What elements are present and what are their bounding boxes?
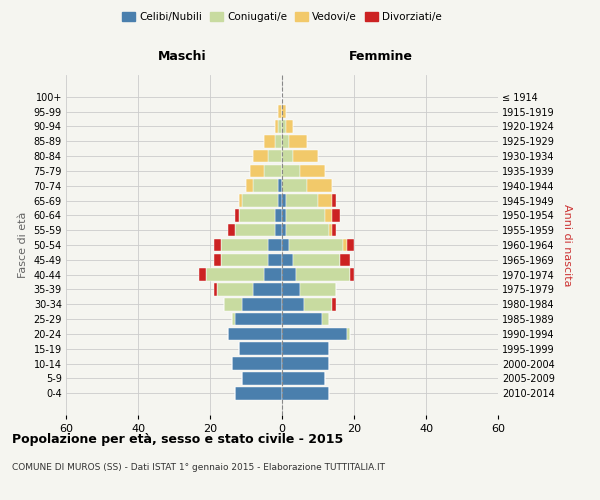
Bar	[239, 194, 242, 207]
Bar	[282, 328, 347, 340]
Bar	[264, 268, 282, 281]
Bar	[332, 224, 336, 236]
Bar	[282, 358, 329, 370]
Bar	[282, 120, 286, 132]
Bar	[340, 254, 350, 266]
Bar	[282, 135, 289, 147]
Bar	[235, 224, 275, 236]
Bar	[242, 194, 278, 207]
Bar	[300, 283, 336, 296]
Bar	[322, 313, 329, 326]
Bar	[217, 283, 253, 296]
Bar	[286, 209, 325, 222]
Y-axis label: Anni di nascita: Anni di nascita	[562, 204, 572, 286]
Bar	[264, 164, 282, 177]
Bar	[214, 238, 221, 252]
Bar	[286, 224, 329, 236]
Bar	[282, 164, 300, 177]
Bar	[282, 387, 329, 400]
Bar	[329, 224, 332, 236]
Bar	[347, 238, 354, 252]
Bar	[278, 180, 282, 192]
Bar	[253, 150, 268, 162]
Bar	[282, 283, 300, 296]
Bar	[221, 254, 268, 266]
Bar	[268, 238, 282, 252]
Bar	[235, 313, 282, 326]
Bar	[275, 120, 278, 132]
Bar	[221, 238, 268, 252]
Bar	[214, 254, 221, 266]
Bar	[242, 372, 282, 384]
Bar	[206, 268, 264, 281]
Bar	[214, 283, 217, 296]
Bar	[253, 283, 282, 296]
Bar	[232, 358, 282, 370]
Y-axis label: Fasce di età: Fasce di età	[18, 212, 28, 278]
Bar	[275, 135, 282, 147]
Bar	[282, 372, 325, 384]
Bar	[224, 298, 242, 310]
Bar	[239, 342, 282, 355]
Bar	[332, 209, 340, 222]
Bar	[282, 224, 286, 236]
Bar	[286, 194, 318, 207]
Bar	[318, 194, 332, 207]
Bar	[282, 254, 293, 266]
Bar	[282, 268, 296, 281]
Bar	[286, 120, 293, 132]
Bar	[275, 209, 282, 222]
Bar	[300, 164, 325, 177]
Bar	[268, 254, 282, 266]
Bar	[232, 313, 235, 326]
Bar	[293, 150, 318, 162]
Bar	[199, 268, 206, 281]
Bar	[282, 106, 286, 118]
Bar	[278, 106, 282, 118]
Bar	[239, 209, 275, 222]
Bar	[307, 180, 332, 192]
Text: Femmine: Femmine	[349, 50, 413, 63]
Bar	[289, 238, 343, 252]
Bar	[282, 209, 286, 222]
Bar	[325, 209, 332, 222]
Bar	[282, 298, 304, 310]
Bar	[275, 224, 282, 236]
Bar	[282, 180, 307, 192]
Bar	[264, 135, 275, 147]
Bar	[278, 120, 282, 132]
Bar	[296, 268, 350, 281]
Bar	[246, 180, 253, 192]
Bar	[253, 180, 278, 192]
Bar	[282, 238, 289, 252]
Bar	[282, 150, 293, 162]
Text: Maschi: Maschi	[158, 50, 207, 63]
Bar	[235, 387, 282, 400]
Bar	[235, 209, 239, 222]
Bar	[282, 313, 322, 326]
Text: Popolazione per età, sesso e stato civile - 2015: Popolazione per età, sesso e stato civil…	[12, 432, 343, 446]
Text: COMUNE DI MUROS (SS) - Dati ISTAT 1° gennaio 2015 - Elaborazione TUTTITALIA.IT: COMUNE DI MUROS (SS) - Dati ISTAT 1° gen…	[12, 462, 385, 471]
Bar	[282, 194, 286, 207]
Bar	[289, 135, 307, 147]
Bar	[350, 268, 354, 281]
Bar	[250, 164, 264, 177]
Bar	[228, 224, 235, 236]
Bar	[343, 238, 347, 252]
Bar	[282, 342, 329, 355]
Bar	[293, 254, 340, 266]
Bar	[228, 328, 282, 340]
Bar	[278, 194, 282, 207]
Bar	[347, 328, 350, 340]
Bar	[304, 298, 332, 310]
Bar	[332, 194, 336, 207]
Bar	[268, 150, 282, 162]
Bar	[242, 298, 282, 310]
Legend: Celibi/Nubili, Coniugati/e, Vedovi/e, Divorziati/e: Celibi/Nubili, Coniugati/e, Vedovi/e, Di…	[121, 10, 443, 24]
Bar	[332, 298, 336, 310]
